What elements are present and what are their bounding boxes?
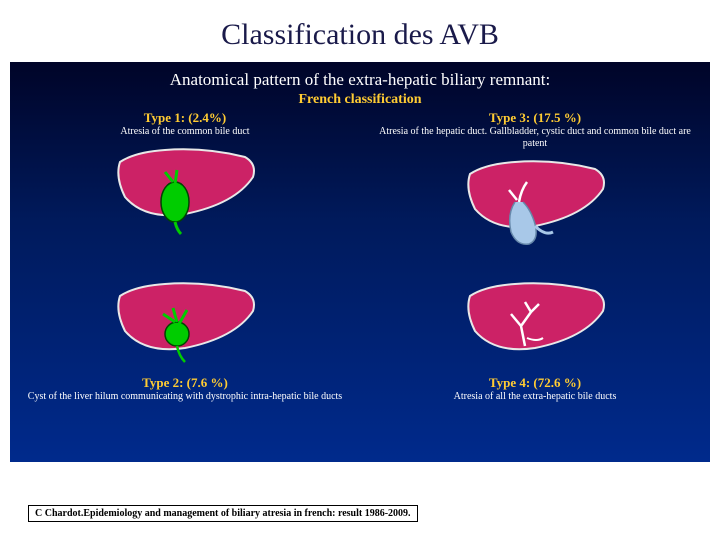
type3-liver-icon [455, 154, 615, 249]
type3-label: Type 3: (17.5 %) [360, 110, 710, 126]
type3-block: Type 3: (17.5 %) Atresia of the hepatic … [360, 110, 710, 253]
type2-desc: Cyst of the liver hilum communicating wi… [10, 391, 360, 403]
diagram-title: Anatomical pattern of the extra-hepatic … [10, 62, 710, 90]
diagram-subtitle: French classification [10, 92, 710, 108]
type1-label: Type 1: (2.4%) [10, 110, 360, 126]
citation: C Chardot.Epidemiology and management of… [28, 505, 418, 522]
type4-label: Type 4: (72.6 %) [360, 375, 710, 391]
diagram-panel: Anatomical pattern of the extra-hepatic … [10, 62, 710, 462]
slide-title: Classification des AVB [0, 0, 720, 62]
type1-liver-icon [105, 142, 265, 237]
type4-liver-icon [455, 276, 615, 371]
type2-label: Type 2: (7.6 %) [10, 375, 360, 391]
type2-liver-icon [105, 276, 265, 371]
type3-desc: Atresia of the hepatic duct. Gallbladder… [360, 126, 710, 150]
type1-block: Type 1: (2.4%) Atresia of the common bil… [10, 110, 360, 241]
type4-block: Type 4: (72.6 %) Atresia of all the extr… [360, 272, 710, 403]
type2-block: Type 2: (7.6 %) Cyst of the liver hilum … [10, 272, 360, 403]
type1-desc: Atresia of the common bile duct [10, 126, 360, 138]
type4-desc: Atresia of all the extra-hepatic bile du… [360, 391, 710, 403]
